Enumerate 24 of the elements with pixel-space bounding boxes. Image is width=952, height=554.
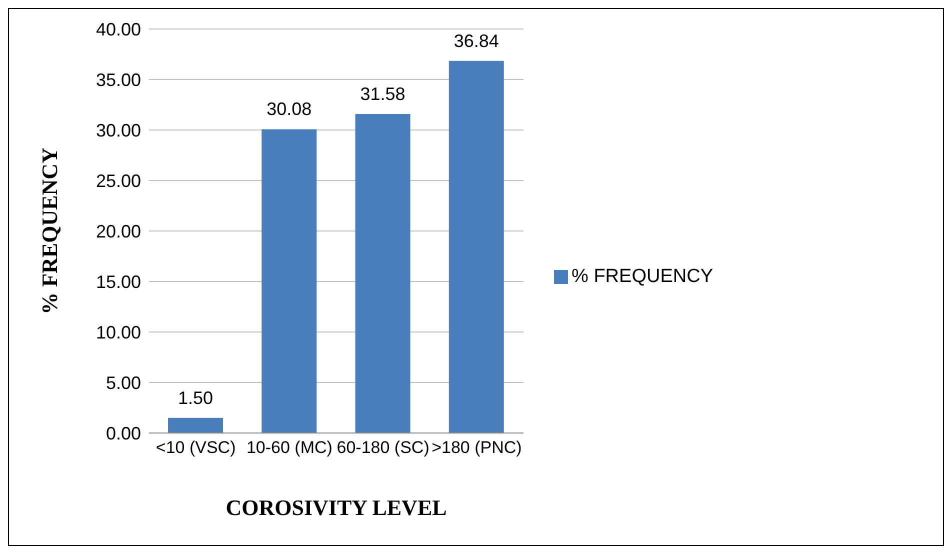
x-tick-label: 10-60 (MC) [246, 438, 332, 458]
data-label: 30.08 [266, 99, 312, 120]
y-tick-label: 15.00 [96, 272, 141, 292]
legend-label: % FREQUENCY [572, 266, 713, 287]
y-tick-label: 35.00 [96, 70, 141, 90]
y-tick-label: 25.00 [96, 170, 141, 191]
data-label: 36.84 [454, 30, 499, 51]
y-axis-title: % FREQUENCY [36, 147, 62, 314]
y-tick-label: 20.00 [96, 221, 141, 242]
y-tick-label: 10.00 [96, 322, 141, 342]
bar [448, 60, 504, 433]
y-tick-label: 0.00 [106, 423, 141, 444]
x-axis-title: COROSIVITY LEVEL [226, 495, 447, 520]
bar [262, 129, 317, 433]
y-tick-label: 30.00 [96, 120, 141, 140]
x-tick-label: >180 (PNC) [432, 438, 522, 458]
y-tick-label: 5.00 [106, 372, 141, 393]
y-tick-label: 40.00 [96, 19, 141, 40]
bar [355, 114, 410, 433]
data-label: 31.58 [360, 84, 406, 104]
data-label: 1.50 [178, 388, 214, 408]
x-tick-label: 60-180 (SC) [336, 438, 430, 458]
x-tick-label: <10 (VSC) [156, 438, 236, 458]
bar [168, 418, 223, 433]
